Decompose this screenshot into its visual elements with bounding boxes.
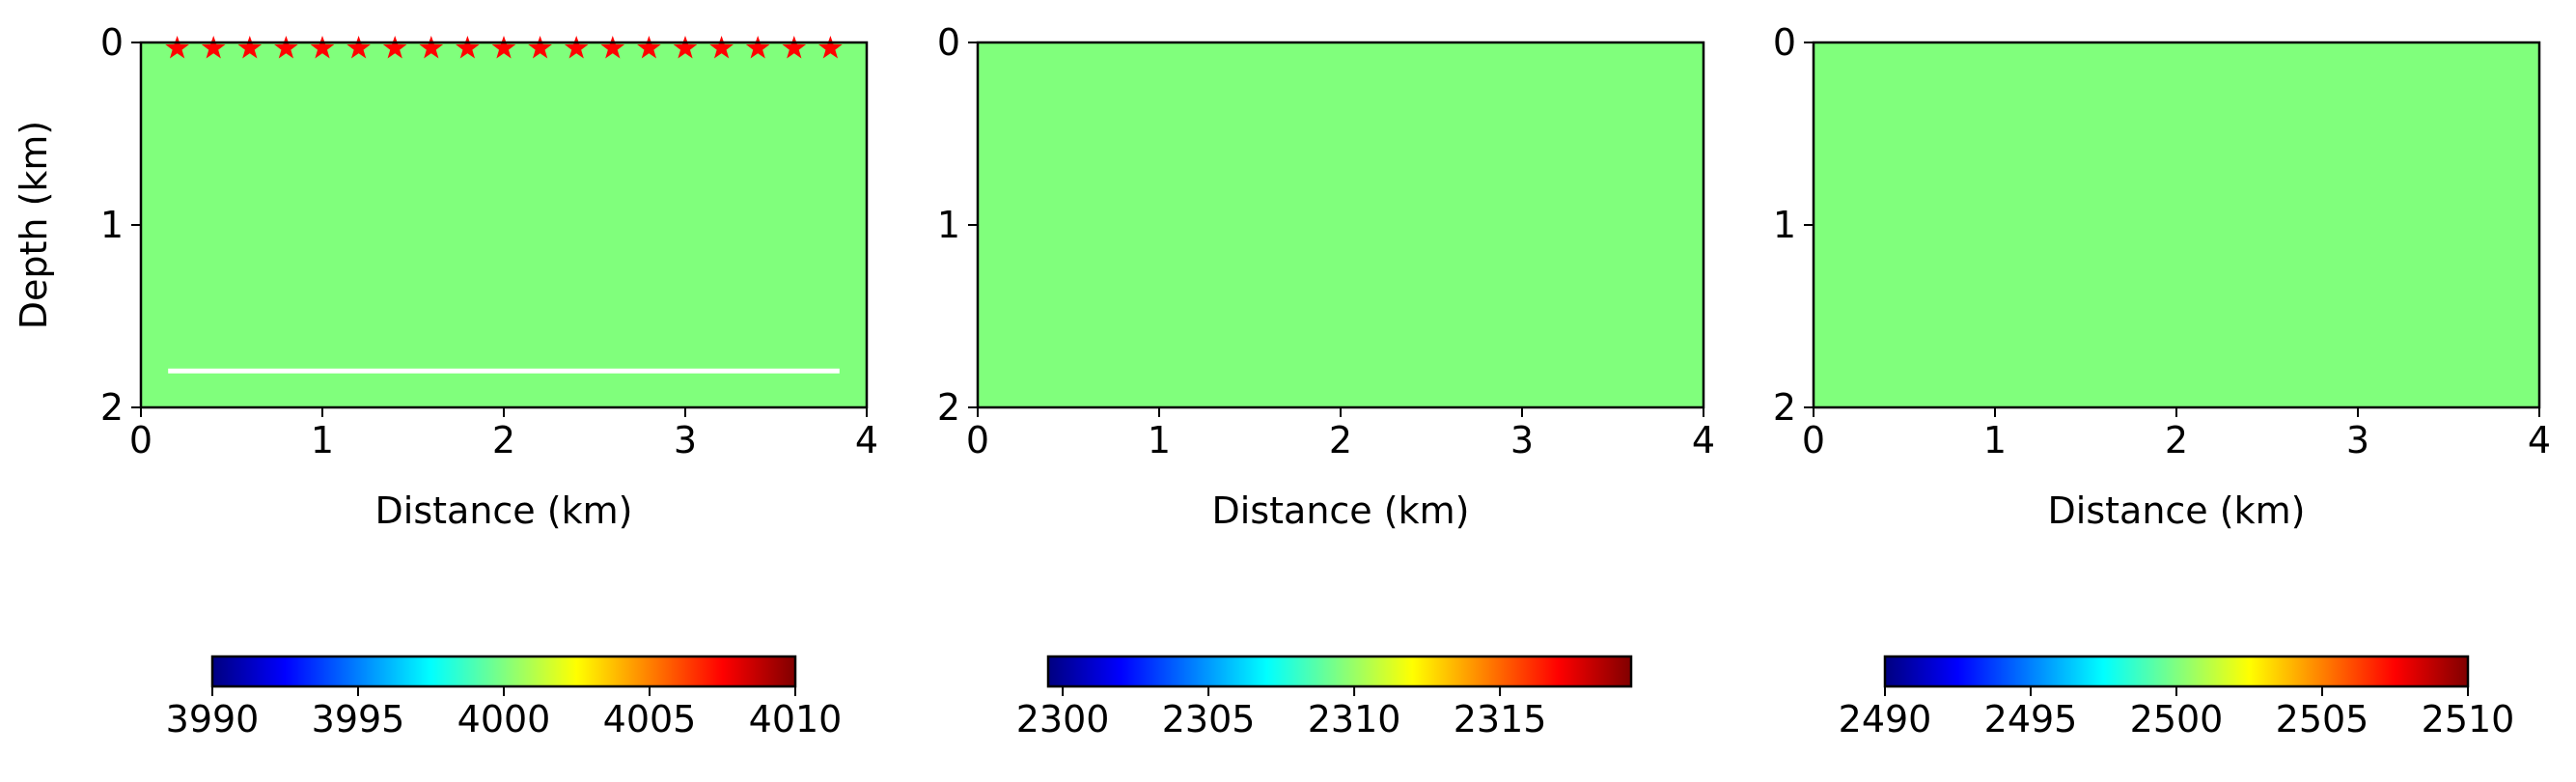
y-tick-label: 1 xyxy=(937,204,960,246)
source-star-marker xyxy=(491,36,516,59)
panel-2: 0 1 2 3 4 0 1 2 Distance (km) xyxy=(937,21,1715,532)
colorbar-tick-label: 2310 xyxy=(1308,698,1401,740)
x-tick-label: 0 xyxy=(1802,419,1825,461)
y-tick-label: 0 xyxy=(937,21,960,64)
y-tick-label: 2 xyxy=(1773,386,1796,429)
y-tick-label: 0 xyxy=(1773,21,1796,64)
x-tick-label: 2 xyxy=(492,419,515,461)
source-star-marker xyxy=(201,36,226,59)
source-star-marker xyxy=(237,36,263,59)
colorbar-gradient xyxy=(1048,656,1631,686)
colorbar-tick-label: 4005 xyxy=(603,698,697,740)
colorbar-tick-label: 3995 xyxy=(312,698,405,740)
x-tick-label: 1 xyxy=(311,419,334,461)
panel-1: 0 1 2 3 4 0 1 2 Distance (km) Depth (km) xyxy=(13,21,878,532)
velocity-field xyxy=(1814,42,2539,407)
x-axis-label: Distance (km) xyxy=(1212,489,1470,532)
source-star-marker xyxy=(637,36,661,59)
source-star-marker xyxy=(419,36,444,59)
source-star-marker xyxy=(382,36,407,59)
colorbar-tick-label: 4010 xyxy=(749,698,843,740)
x-tick-label: 1 xyxy=(1148,419,1171,461)
x-tick-label: 0 xyxy=(129,419,152,461)
source-star-marker xyxy=(456,36,480,59)
y-tick-label: 0 xyxy=(100,21,124,64)
source-star-marker xyxy=(709,36,734,59)
x-tick-label: 3 xyxy=(674,419,697,461)
y-tick-label: 1 xyxy=(100,204,124,246)
colorbar-2: 2300 2305 2310 2315 xyxy=(1016,655,1633,740)
source-star-marker xyxy=(165,36,189,59)
x-tick-label: 2 xyxy=(1329,419,1352,461)
y-tick-label: 1 xyxy=(1773,204,1796,246)
y-tick-label: 2 xyxy=(100,386,124,429)
velocity-field xyxy=(978,42,1703,407)
panel-3: 0 1 2 3 4 0 1 2 Distance (km) xyxy=(1773,21,2551,532)
colorbar-tick-label: 3990 xyxy=(166,698,260,740)
source-star-marker xyxy=(600,36,625,59)
colorbar-3: 2490 2495 2500 2505 2510 xyxy=(1839,655,2515,740)
source-star-marker xyxy=(310,36,335,59)
colorbar-gradient xyxy=(212,656,795,686)
x-tick-label: 3 xyxy=(2346,419,2369,461)
y-tick-label: 2 xyxy=(937,386,960,429)
source-star-marker xyxy=(673,36,698,59)
source-star-marker xyxy=(346,36,371,59)
x-tick-label: 4 xyxy=(2528,419,2551,461)
x-axis-label: Distance (km) xyxy=(375,489,633,532)
source-star-marker xyxy=(745,36,770,59)
colorbar-tick-label: 2300 xyxy=(1016,698,1110,740)
colorbar-tick-label: 2315 xyxy=(1454,698,1547,740)
x-tick-label: 3 xyxy=(1510,419,1534,461)
colorbar-1: 3990 3995 4000 4005 4010 xyxy=(166,655,843,740)
colorbar-tick-label: 2305 xyxy=(1162,698,1256,740)
source-star-marker xyxy=(818,36,843,59)
colorbar-tick-label: 2490 xyxy=(1839,698,1932,740)
colorbar-frame xyxy=(1046,655,1633,688)
source-star-marker xyxy=(528,36,552,59)
colorbar-tick-label: 2510 xyxy=(2422,698,2515,740)
velocity-field xyxy=(141,42,867,407)
source-star-marker xyxy=(274,36,298,59)
colorbar-tick-label: 2500 xyxy=(2130,698,2224,740)
colorbar-tick-label: 2495 xyxy=(1984,698,2078,740)
colorbar-gradient xyxy=(1885,656,2468,686)
x-tick-label: 1 xyxy=(1983,419,2007,461)
x-tick-label: 4 xyxy=(855,419,878,461)
x-tick-label: 4 xyxy=(1692,419,1715,461)
x-tick-label: 0 xyxy=(966,419,989,461)
x-axis-label: Distance (km) xyxy=(2048,489,2306,532)
source-star-marker xyxy=(564,36,589,59)
source-star-marker xyxy=(782,36,807,59)
colorbar-tick-label: 2505 xyxy=(2276,698,2369,740)
y-axis-label: Depth (km) xyxy=(13,121,55,330)
x-tick-label: 2 xyxy=(2165,419,2188,461)
colorbar-tick-label: 4000 xyxy=(457,698,551,740)
